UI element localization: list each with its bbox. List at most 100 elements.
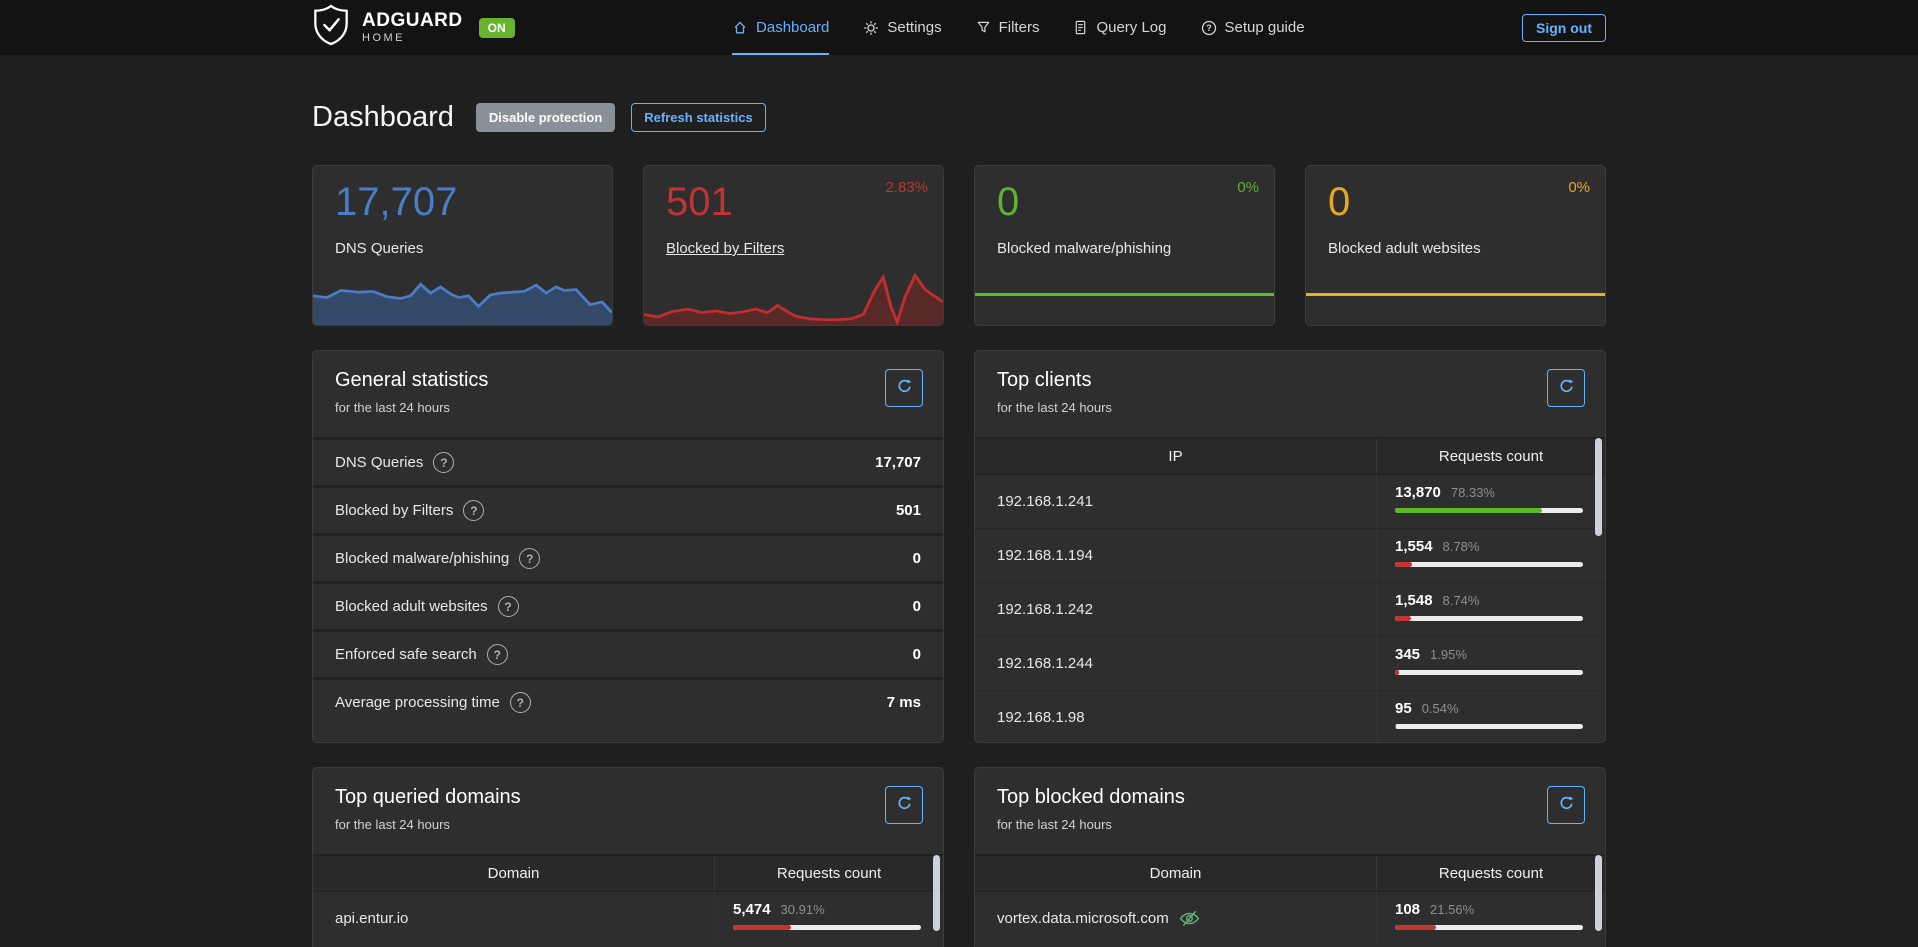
panel-title: Top queried domains: [335, 786, 521, 808]
requests-percent: 78.33%: [1450, 485, 1495, 500]
refresh-button[interactable]: [1547, 786, 1585, 824]
help-icon[interactable]: ?: [519, 548, 541, 569]
bottom-panels: Top queried domains for the last 24 hour…: [312, 767, 1606, 947]
help-icon[interactable]: ?: [486, 644, 508, 665]
help-icon[interactable]: ?: [433, 452, 455, 473]
gear-icon: [863, 20, 879, 36]
stat-percent: 0%: [1237, 179, 1259, 196]
progress-bar: [1395, 724, 1583, 729]
refresh-icon: [896, 378, 913, 398]
panel-title: Top blocked domains: [997, 786, 1185, 808]
table-row: 192.168.1.241 13,870 78.33%: [975, 475, 1605, 529]
main-nav: Dashboard Settings Filters Query Log ? Setup …: [515, 0, 1522, 55]
help-icon[interactable]: ?: [509, 692, 531, 713]
nav-item-dashboard[interactable]: Dashboard: [732, 0, 830, 55]
protection-status-badge: ON: [478, 17, 515, 38]
nav-item-label: Query Log: [1096, 19, 1167, 36]
stat-row-value: 0: [912, 550, 921, 567]
app-header: ADGUARD HOME ON Dashboard Settings Filters…: [0, 0, 1918, 55]
stat-value: 0: [997, 180, 1020, 224]
stat-row-value: 501: [895, 502, 921, 519]
table-header: Domain Requests count: [975, 854, 1605, 892]
sign-out-button[interactable]: Sign out: [1522, 13, 1606, 42]
column-header: IP: [1168, 448, 1183, 465]
stat-row-label: Blocked by Filters: [335, 502, 454, 519]
panel-scrollbar: [933, 855, 940, 947]
title-row: Dashboard Disable protection Refresh sta…: [312, 95, 1606, 139]
row-name: api.entur.io: [335, 910, 409, 927]
scrollbar-thumb[interactable]: [933, 855, 940, 931]
progress-bar: [1395, 925, 1583, 930]
nav-item-setup-guide[interactable]: ? Setup guide: [1201, 0, 1305, 55]
stat-row: Average processing time? 7 ms: [313, 677, 943, 725]
progress-bar: [1395, 508, 1583, 513]
progress-bar: [1395, 670, 1583, 675]
document-icon: [1073, 20, 1088, 35]
eye-off-icon[interactable]: [1179, 910, 1200, 927]
nav-item-query-log[interactable]: Query Log: [1073, 0, 1167, 55]
general-statistics-list: DNS Queries? 17,707 Blocked by Filters? 501…: [313, 437, 943, 725]
funnel-icon: [976, 20, 991, 35]
stat-row-label: Blocked adult websites: [335, 598, 488, 615]
stat-value: 0: [1328, 180, 1351, 224]
help-icon[interactable]: ?: [497, 596, 519, 617]
requests-count: 345: [1395, 646, 1421, 663]
stat-row: Blocked adult websites? 0: [313, 581, 943, 629]
general-statistics-panel: General statistics for the last 24 hours…: [312, 350, 944, 743]
refresh-icon: [1558, 795, 1575, 815]
refresh-button[interactable]: [885, 369, 923, 407]
stat-row: Enforced safe search? 0: [313, 629, 943, 677]
nav-item-settings[interactable]: Settings: [863, 0, 942, 55]
main-content: Dashboard Disable protection Refresh sta…: [312, 95, 1606, 947]
requests-percent: 0.54%: [1421, 701, 1459, 716]
stat-row-label: Blocked malware/phishing: [335, 550, 510, 567]
stat-row-value: 17,707: [875, 454, 921, 471]
top-clients-table: IP Requests count 192.168.1.241 13,870 78.33…: [975, 437, 1605, 742]
stat-card-blocked-malware-phishing: 0 Blocked malware/phishing 0%: [974, 165, 1275, 326]
progress-bar: [1395, 562, 1583, 567]
row-name: 192.168.1.194: [997, 547, 1093, 564]
stat-row-value: 0: [912, 646, 921, 663]
table-header: IP Requests count: [975, 437, 1605, 475]
stat-value: 501: [666, 180, 733, 224]
row-name: 192.168.1.242: [997, 601, 1093, 618]
stat-label-link[interactable]: Blocked by Filters: [666, 240, 785, 257]
svg-text:?: ?: [1206, 23, 1212, 33]
home-icon: [732, 20, 748, 36]
top-panels: General statistics for the last 24 hours…: [312, 350, 1606, 743]
brand-name: ADGUARD: [362, 10, 463, 31]
top-blocked-domains-panel: Top blocked domains for the last 24 hour…: [974, 767, 1606, 947]
nav-item-label: Settings: [887, 19, 942, 36]
row-name: vortex.data.microsoft.com: [997, 910, 1169, 927]
refresh-button[interactable]: [1547, 369, 1585, 407]
refresh-button[interactable]: [885, 786, 923, 824]
column-header: Requests count: [714, 856, 943, 891]
requests-count: 1,554: [1395, 538, 1433, 555]
panel-scrollbar: [1595, 438, 1602, 737]
stat-cards: 17,707 DNS Queries 501 Blocked by Filters 2.…: [312, 165, 1606, 326]
adguard-shield-logo-icon: [312, 4, 350, 51]
stat-label: DNS Queries: [335, 240, 424, 257]
nav-item-filters[interactable]: Filters: [976, 0, 1039, 55]
table-row: 192.168.1.244 345 1.95%: [975, 637, 1605, 691]
row-name: 192.168.1.244: [997, 655, 1093, 672]
table-row: vortex.data.microsoft.com 108 21.56%: [975, 892, 1605, 946]
stat-row: Blocked by Filters? 501: [313, 485, 943, 533]
refresh-statistics-button[interactable]: Refresh statistics: [631, 102, 766, 132]
panel-title: General statistics: [335, 369, 489, 391]
stat-row: DNS Queries? 17,707: [313, 437, 943, 485]
stat-label: Blocked adult websites: [1328, 240, 1481, 257]
stat-row-label: DNS Queries: [335, 454, 424, 471]
panel-subtitle: for the last 24 hours: [997, 817, 1112, 832]
disable-protection-button[interactable]: Disable protection: [475, 102, 616, 132]
column-header: Domain: [487, 865, 540, 882]
scrollbar-thumb[interactable]: [1595, 855, 1602, 931]
requests-count: 13,870: [1395, 484, 1441, 501]
top-blocked-domains-table: Domain Requests count vortex.data.microsof…: [975, 854, 1605, 946]
scrollbar-thumb[interactable]: [1595, 438, 1602, 536]
requests-percent: 21.56%: [1430, 902, 1475, 917]
requests-count: 5,474: [733, 901, 771, 918]
table-row: 192.168.1.194 1,554 8.78%: [975, 529, 1605, 583]
stat-card-blocked-adult-websites: 0 Blocked adult websites 0%: [1305, 165, 1606, 326]
help-icon[interactable]: ?: [463, 500, 485, 521]
